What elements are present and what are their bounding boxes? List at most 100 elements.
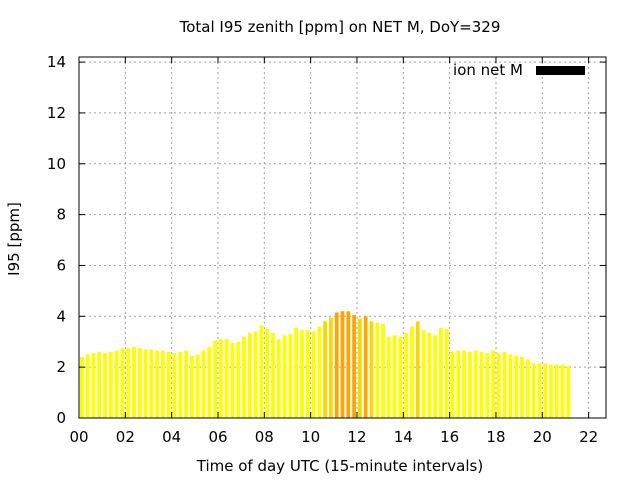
bar [265, 329, 270, 418]
legend: ion net M [453, 61, 585, 79]
y-tick-label: 0 [56, 409, 66, 427]
legend-swatch [536, 66, 585, 75]
x-axis-label: Time of day UTC (15-minute intervals) [196, 457, 483, 475]
bar [155, 350, 160, 418]
bar [334, 312, 339, 418]
bar [242, 336, 246, 418]
x-tick-label: 08 [255, 428, 274, 446]
bar [236, 341, 241, 418]
bar [485, 353, 490, 418]
bar [213, 340, 217, 418]
x-tick-label: 22 [579, 428, 598, 446]
bar [108, 351, 113, 418]
bar [172, 353, 177, 418]
x-tick-label: 10 [301, 428, 320, 446]
bar [456, 350, 461, 418]
grid-lines [79, 57, 606, 418]
bar [120, 348, 125, 418]
bar [363, 316, 368, 418]
bar [392, 335, 397, 418]
y-tick-label: 6 [56, 256, 66, 274]
bar [224, 339, 229, 418]
bar [543, 363, 548, 418]
x-tick-label: 12 [347, 428, 366, 446]
y-tick-label: 10 [47, 155, 66, 173]
bar [566, 365, 571, 418]
bar [514, 355, 519, 418]
bar [398, 336, 403, 418]
bar [294, 327, 299, 418]
bars [80, 311, 571, 418]
bar [421, 330, 426, 418]
bar [520, 356, 524, 418]
y-tick-label: 4 [56, 307, 66, 325]
bar [103, 353, 107, 418]
x-tick-label: 18 [486, 428, 505, 446]
bar [85, 354, 90, 418]
bar [462, 350, 467, 418]
bar [288, 334, 293, 418]
bar [329, 317, 333, 418]
bar [207, 346, 212, 418]
bar [271, 332, 275, 418]
bar [195, 354, 200, 418]
bar [357, 318, 362, 418]
x-tick-label: 20 [533, 428, 552, 446]
y-axis-label: I95 [ppm] [5, 202, 23, 276]
bar [311, 331, 316, 418]
bar [352, 315, 356, 418]
y-tick-label: 2 [56, 358, 66, 376]
bar [126, 348, 131, 418]
bar [410, 326, 414, 418]
y-tick-label: 12 [47, 104, 66, 122]
bar [91, 353, 96, 418]
x-tick-label: 00 [69, 428, 88, 446]
bar [132, 346, 136, 418]
bar [525, 359, 530, 418]
bar [282, 335, 287, 418]
bar [496, 353, 501, 418]
bar [502, 351, 507, 418]
bar [340, 311, 345, 418]
bar [381, 323, 385, 418]
bar [80, 356, 84, 418]
bar [247, 332, 252, 418]
bar [143, 349, 148, 418]
bar [554, 364, 559, 418]
bar [201, 350, 206, 418]
bar [346, 311, 351, 418]
bar [166, 351, 171, 418]
bar [427, 332, 432, 418]
bar [218, 339, 223, 418]
legend-label: ion net M [453, 61, 523, 79]
chart-title: Total I95 zenith [ppm] on NET M, DoY=329 [179, 18, 501, 36]
bar [97, 351, 102, 418]
bar [149, 349, 154, 418]
bar [190, 355, 194, 418]
bar [473, 350, 478, 418]
bar [386, 336, 391, 418]
bar [468, 351, 472, 418]
bar [415, 321, 420, 418]
x-tick-label: 06 [208, 428, 227, 446]
x-tick-label: 04 [162, 428, 181, 446]
plot-frame [78, 56, 607, 419]
bar [323, 321, 328, 418]
bar [161, 350, 165, 418]
bar [549, 364, 553, 418]
bar [491, 350, 495, 418]
bar [444, 329, 449, 418]
bar [433, 335, 438, 418]
y-tick-label: 14 [47, 53, 66, 71]
bar [114, 350, 119, 418]
bar [178, 351, 183, 418]
bar [531, 363, 536, 418]
bar [404, 332, 409, 418]
bar [560, 364, 565, 418]
bar [184, 350, 189, 418]
bar [439, 327, 443, 418]
bar [137, 348, 142, 418]
y-tick-label: 8 [56, 206, 66, 224]
